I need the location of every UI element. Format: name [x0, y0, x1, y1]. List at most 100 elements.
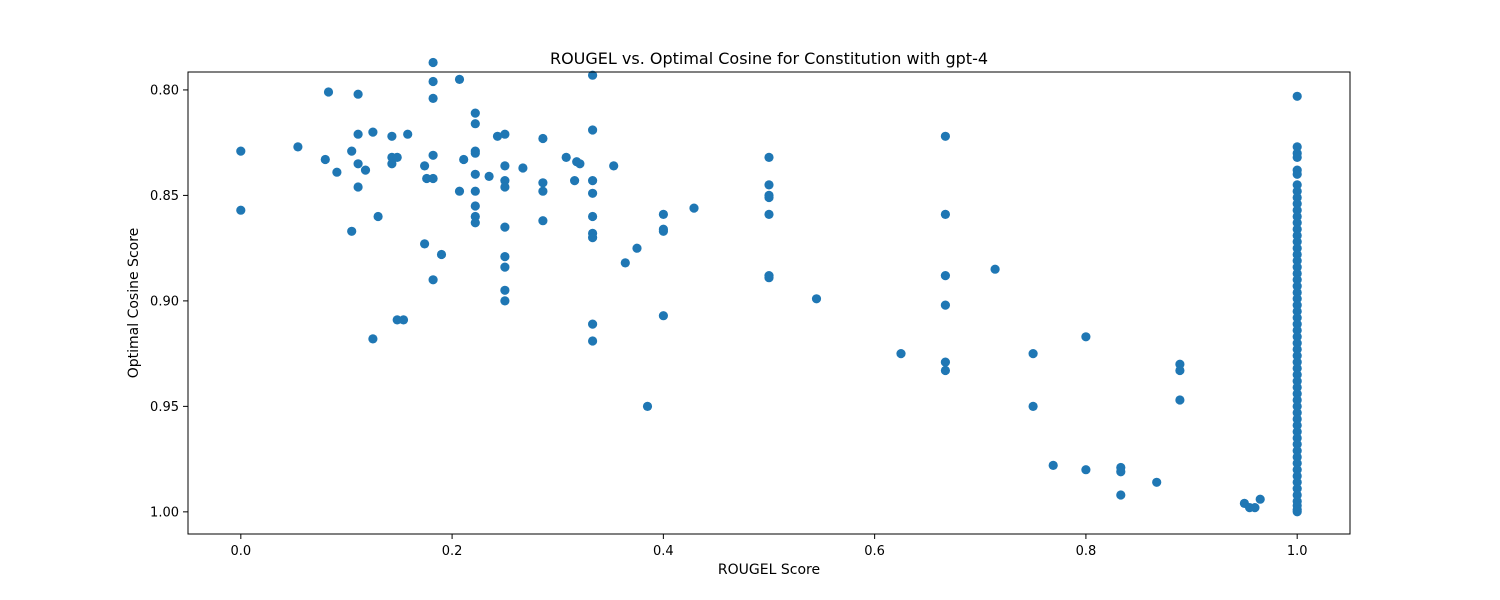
data-point: [392, 152, 402, 162]
data-point: [1292, 382, 1302, 392]
data-point: [570, 176, 580, 186]
data-point: [492, 131, 503, 141]
data-point: [1028, 349, 1038, 359]
data-point: [1292, 376, 1302, 386]
data-point: [642, 401, 653, 411]
data-point: [538, 186, 548, 196]
data-point: [1292, 458, 1302, 468]
data-point: [454, 74, 465, 84]
data-point: [940, 365, 951, 376]
data-point: [1292, 420, 1302, 430]
data-point: [420, 239, 430, 249]
data-point: [484, 171, 494, 181]
data-point: [428, 173, 438, 184]
data-point: [940, 357, 951, 367]
data-point: [353, 182, 363, 192]
data-point: [1292, 332, 1302, 342]
data-point: [1292, 477, 1302, 487]
data-point: [293, 142, 303, 152]
data-point: [632, 243, 642, 253]
data-point: [940, 271, 951, 281]
data-point: [428, 275, 438, 285]
data-point: [538, 216, 548, 226]
chart-title: ROUGEL vs. Optimal Cosine for Constituti…: [550, 49, 988, 68]
data-point: [500, 252, 510, 262]
data-point: [1292, 281, 1302, 291]
data-point: [588, 176, 598, 186]
data-point: [1292, 262, 1302, 272]
data-point: [500, 129, 510, 139]
data-point: [1292, 351, 1302, 361]
data-point: [990, 264, 1000, 274]
data-point: [470, 108, 480, 118]
data-point: [588, 233, 598, 243]
data-point: [1292, 389, 1302, 399]
data-point: [1292, 91, 1302, 101]
data-point: [470, 169, 480, 179]
data-point: [1292, 313, 1302, 323]
data-point: [1292, 427, 1302, 437]
data-point: [323, 87, 334, 97]
data-point: [500, 262, 510, 272]
data-point: [1250, 503, 1260, 513]
plot-frame: [187, 71, 1351, 535]
data-point: [1292, 471, 1302, 481]
data-point: [398, 315, 409, 325]
data-point: [1292, 401, 1302, 411]
data-point: [1292, 414, 1302, 424]
data-point: [620, 258, 630, 268]
data-point: [1292, 287, 1302, 298]
data-point: [1081, 465, 1091, 475]
data-point: [422, 173, 432, 184]
x-tick-label: 0.8: [1076, 544, 1097, 559]
data-point: [1292, 465, 1302, 475]
data-point: [1292, 243, 1302, 253]
x-tick-label: 0.0: [230, 544, 251, 559]
data-point: [1292, 363, 1302, 373]
data-point: [1292, 344, 1302, 354]
data-point: [353, 89, 363, 99]
data-point: [1292, 439, 1302, 449]
data-point: [940, 131, 951, 141]
data-point: [1292, 256, 1302, 266]
data-point: [500, 182, 510, 192]
data-point: [658, 311, 669, 321]
data-point: [764, 273, 774, 283]
data-point: [368, 334, 378, 344]
data-point: [470, 218, 480, 228]
data-point: [500, 176, 510, 186]
data-point: [454, 186, 465, 196]
data-point: [459, 154, 469, 165]
data-point: [811, 294, 822, 304]
data-point: [588, 319, 598, 329]
data-point: [387, 131, 397, 141]
data-point: [609, 161, 619, 171]
data-point: [538, 133, 548, 144]
data-point: [588, 188, 598, 198]
x-tick-label: 0.6: [864, 544, 885, 559]
data-point: [1292, 169, 1302, 179]
data-point: [1292, 142, 1302, 152]
data-point: [320, 154, 330, 165]
data-point: [940, 300, 951, 310]
data-point: [1292, 199, 1302, 209]
data-point: [1292, 357, 1302, 367]
x-axis-label: ROUGEL Score: [718, 562, 820, 578]
data-point: [236, 146, 246, 156]
data-point: [387, 159, 397, 169]
data-point: [500, 161, 510, 171]
data-point: [1292, 224, 1302, 234]
data-point: [1292, 218, 1302, 228]
data-point: [353, 129, 363, 139]
data-point: [420, 161, 430, 171]
y-axis-label: Optimal Cosine Score: [126, 228, 142, 379]
data-point: [764, 192, 774, 203]
y-axis-ticks: 0.80 0.85 0.90 0.95 1.00: [150, 83, 188, 520]
x-tick-label: 0.4: [653, 544, 674, 559]
data-point: [428, 150, 438, 160]
data-point: [1292, 294, 1302, 304]
data-point: [392, 315, 402, 325]
data-point: [1048, 460, 1058, 470]
data-point: [1292, 452, 1302, 462]
